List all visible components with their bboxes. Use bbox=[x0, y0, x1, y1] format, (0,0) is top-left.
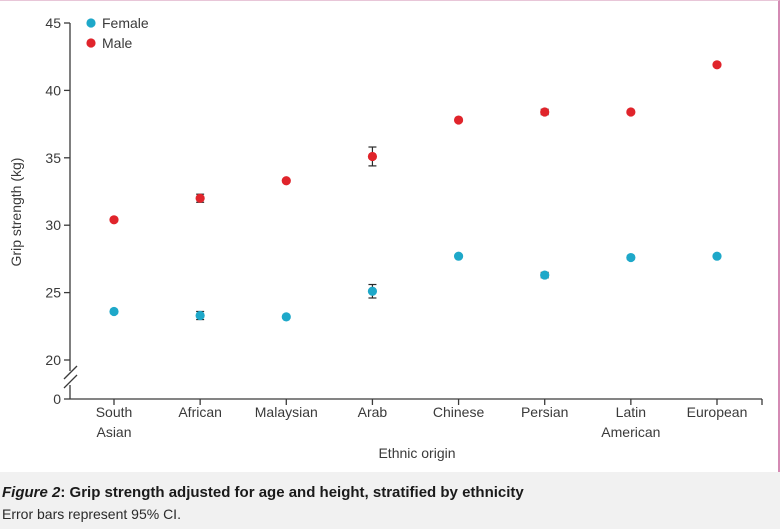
male-point bbox=[626, 107, 636, 117]
male-point bbox=[367, 151, 378, 162]
y-axis-label: Grip strength (kg) bbox=[8, 158, 24, 267]
legend-label-female: Female bbox=[102, 15, 149, 31]
female-point bbox=[281, 312, 291, 322]
x-tick-label: American bbox=[601, 424, 660, 440]
legend-label-male: Male bbox=[102, 35, 133, 51]
female-point bbox=[367, 286, 378, 296]
chart-ticks: 0 20 25 30 35 40 45 South Asian African Malaysian A… bbox=[45, 15, 747, 440]
x-tick-label: South bbox=[96, 404, 133, 420]
x-tick-label: Asian bbox=[96, 424, 131, 440]
caption-label: Figure 2 bbox=[2, 484, 61, 501]
female-point bbox=[109, 306, 119, 317]
y-tick-label: 45 bbox=[45, 15, 61, 31]
x-axis-label: Ethnic origin bbox=[378, 445, 455, 461]
axis-break-mark bbox=[63, 365, 78, 380]
figure-caption: Figure 2: Grip strength adjusted for age… bbox=[2, 484, 524, 501]
y-tick-label: 35 bbox=[45, 150, 61, 166]
grip-strength-chart: 0 20 25 30 35 40 45 South Asian African Malaysian A… bbox=[8, 15, 763, 461]
x-tick-label: Persian bbox=[521, 404, 568, 420]
y-tick-label: 25 bbox=[45, 285, 61, 301]
chart-marks bbox=[109, 60, 722, 322]
female-point bbox=[195, 310, 205, 321]
female-point bbox=[453, 251, 464, 261]
legend-marker-male bbox=[86, 38, 96, 48]
y-tick-label: 40 bbox=[45, 82, 61, 98]
y-tick-label: 20 bbox=[45, 352, 61, 368]
chart-axes bbox=[63, 23, 763, 405]
chart-legend: Female Male bbox=[86, 15, 149, 51]
female-point bbox=[712, 251, 722, 261]
male-point bbox=[195, 193, 205, 203]
y-tick-label: 0 bbox=[53, 391, 61, 407]
male-point bbox=[109, 215, 119, 225]
caption-title: : Grip strength adjusted for age and hei… bbox=[60, 484, 524, 501]
caption-note: Error bars represent 95% CI. bbox=[2, 506, 181, 522]
x-tick-label: Malaysian bbox=[255, 404, 318, 420]
figure-frame: 0 20 25 30 35 40 45 South Asian African Malaysian A… bbox=[0, 0, 780, 473]
male-point bbox=[540, 107, 550, 117]
y-tick-label: 30 bbox=[45, 217, 61, 233]
x-tick-label: European bbox=[687, 404, 748, 420]
x-tick-label: Arab bbox=[358, 404, 388, 420]
male-point bbox=[453, 115, 464, 125]
axis-break-mark bbox=[63, 374, 78, 389]
x-tick-label: African bbox=[178, 404, 222, 420]
male-point bbox=[281, 176, 291, 186]
female-point bbox=[540, 270, 550, 280]
male-point bbox=[712, 60, 722, 70]
x-tick-label: Latin bbox=[616, 404, 646, 420]
caption-area: Figure 2: Grip strength adjusted for age… bbox=[0, 472, 780, 529]
legend-marker-female bbox=[86, 18, 96, 28]
female-point bbox=[626, 252, 636, 263]
x-tick-label: Chinese bbox=[433, 404, 485, 420]
